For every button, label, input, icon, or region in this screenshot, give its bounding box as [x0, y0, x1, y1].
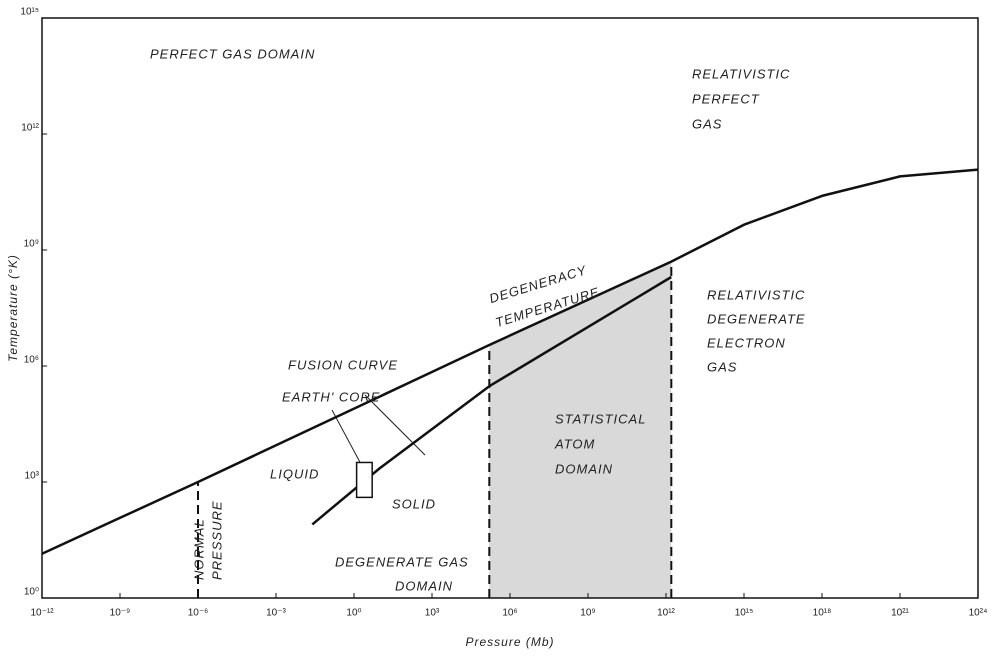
annotation: FUSION CURVE — [288, 357, 398, 372]
x-tick-label: 10⁻³ — [266, 608, 286, 619]
x-tick-label: 10⁹ — [580, 608, 595, 619]
annotation: ATOM — [554, 436, 595, 451]
x-tick-label: 10¹⁸ — [813, 608, 832, 619]
statistical-atom-region — [489, 261, 672, 598]
annotation: PRESSURE — [209, 500, 224, 580]
annotation: LIQUID — [270, 466, 319, 481]
y-tick-label: 10¹² — [21, 123, 39, 134]
y-tick-label: 10⁰ — [24, 587, 39, 598]
annotation: RELATIVISTIC — [707, 287, 805, 302]
y-tick-label: 10⁶ — [24, 355, 39, 366]
x-tick-label: 10²¹ — [891, 608, 909, 619]
x-tick-label: 10¹⁵ — [735, 608, 754, 619]
annotation: STATISTICAL — [555, 411, 646, 426]
x-tick-label: 10⁻¹² — [30, 608, 54, 619]
annotation: DEGENERATE GAS — [335, 554, 469, 569]
x-tick-label: 10¹² — [657, 608, 675, 619]
y-tick-label: 10¹⁵ — [20, 7, 39, 18]
x-tick-label: 10⁶ — [502, 608, 517, 619]
x-tick-label: 10⁻⁹ — [110, 608, 131, 619]
curve — [41, 168, 979, 555]
annotation: EARTH' CORE — [282, 389, 380, 404]
earth-core-box — [355, 461, 373, 499]
fusion-leader — [364, 394, 426, 456]
annotation: DEGENERATE — [707, 311, 806, 326]
x-tick-label: 10³ — [425, 608, 440, 619]
annotation: SOLID — [392, 496, 436, 511]
y-tick-label: 10³ — [25, 471, 40, 482]
annotation: DOMAIN — [555, 461, 613, 476]
x-axis-label: Pressure (Mb) — [465, 635, 554, 649]
annotation: GAS — [692, 116, 722, 131]
core-leader — [331, 409, 363, 467]
annotation: RELATIVISTIC — [692, 66, 790, 81]
x-tick-label: 10⁰ — [346, 608, 361, 619]
y-axis-label: Temperature (°K) — [6, 254, 20, 362]
annotation: NORMAL — [191, 518, 206, 580]
annotation: ELECTRON — [707, 335, 786, 350]
annotation: GAS — [707, 359, 737, 374]
x-tick-label: 10⁻⁶ — [188, 608, 209, 619]
curve — [311, 275, 672, 526]
annotation: DOMAIN — [395, 578, 453, 593]
annotation: PERFECT GAS DOMAIN — [150, 46, 315, 61]
x-tick-label: 10²⁴ — [969, 608, 988, 619]
y-tick-label: 10⁹ — [24, 239, 39, 250]
annotation: PERFECT — [692, 91, 760, 106]
